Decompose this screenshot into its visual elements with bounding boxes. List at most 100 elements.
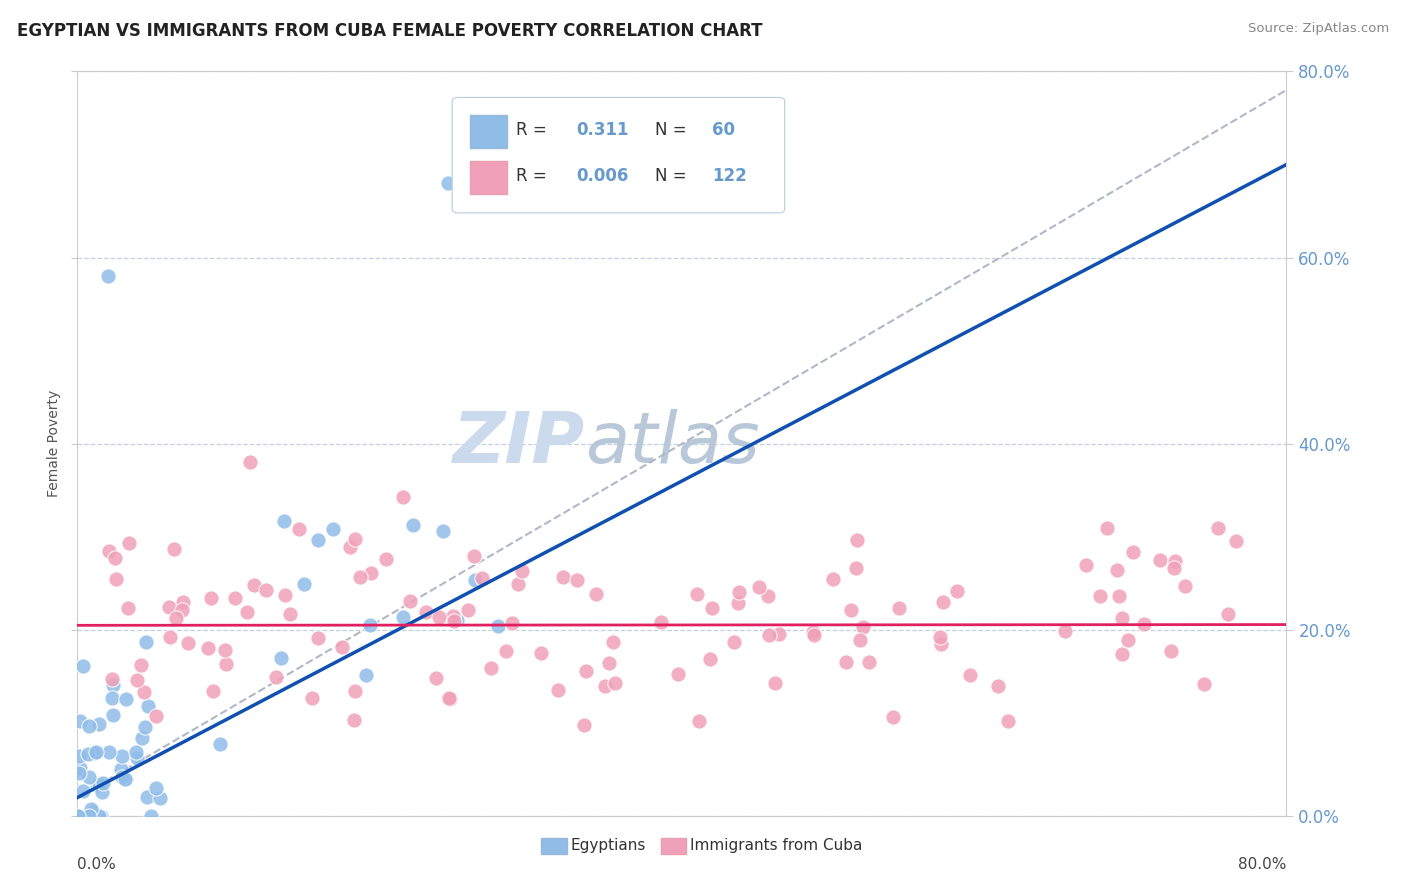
Point [593, 679, 616, 693]
Point [215, 657, 238, 671]
Point [510, 564, 533, 578]
Point [141, 809, 163, 823]
Point [360, 618, 382, 632]
Point [401, 518, 423, 533]
Text: Egyptians: Egyptians [571, 838, 647, 853]
Point [242, 577, 264, 591]
Point [330, 640, 353, 654]
Point [803, 628, 825, 642]
Point [702, 601, 724, 615]
Point [254, 583, 277, 598]
Text: Immigrants from Cuba: Immigrants from Cuba [690, 838, 863, 853]
Point [845, 560, 868, 574]
Text: 122: 122 [713, 168, 747, 186]
Point [104, 572, 127, 586]
Point [172, 594, 194, 608]
Point [270, 651, 292, 665]
Text: 60: 60 [713, 121, 735, 139]
Point [457, 603, 479, 617]
Point [1122, 545, 1144, 559]
Point [82, 805, 104, 819]
Point [748, 580, 770, 594]
Point [127, 673, 149, 687]
Text: 0.006: 0.006 [576, 168, 628, 186]
Point [835, 655, 858, 669]
Point [756, 589, 779, 603]
Point [339, 540, 361, 554]
Point [101, 707, 124, 722]
Point [131, 731, 153, 746]
Point [446, 613, 468, 627]
Point [997, 714, 1019, 728]
Point [727, 596, 749, 610]
Point [115, 691, 138, 706]
Point [1174, 579, 1197, 593]
Point [1105, 563, 1128, 577]
Point [83, 747, 105, 761]
Point [501, 616, 523, 631]
Point [1090, 589, 1112, 603]
Point [572, 718, 595, 732]
Point [114, 772, 136, 786]
Point [432, 524, 454, 539]
Point [111, 749, 134, 764]
Point [77, 747, 100, 761]
Point [236, 605, 259, 619]
Point [87, 777, 110, 791]
Point [134, 685, 156, 699]
Point [127, 750, 149, 764]
Point [666, 666, 689, 681]
Point [1164, 553, 1187, 567]
Point [356, 668, 378, 682]
Point [110, 770, 132, 784]
Point [273, 514, 295, 528]
Point [264, 670, 287, 684]
Point [349, 570, 371, 584]
Point [471, 570, 494, 584]
Point [118, 536, 141, 550]
Point [239, 455, 262, 469]
Point [439, 692, 461, 706]
Point [67, 765, 90, 780]
Point [1163, 560, 1185, 574]
Text: EGYPTIAN VS IMMIGRANTS FROM CUBA FEMALE POVERTY CORRELATION CHART: EGYPTIAN VS IMMIGRANTS FROM CUBA FEMALE … [17, 22, 762, 40]
Point [87, 717, 110, 731]
Point [959, 668, 981, 682]
Point [79, 802, 101, 816]
Point [77, 809, 100, 823]
Point [87, 809, 110, 823]
Point [887, 601, 910, 615]
Point [685, 587, 707, 601]
Point [136, 699, 159, 714]
Point [436, 176, 458, 190]
Point [96, 269, 118, 284]
Point [86, 778, 108, 792]
Point [945, 584, 967, 599]
Point [464, 574, 486, 588]
Point [114, 772, 136, 787]
Point [69, 761, 91, 775]
Point [307, 533, 329, 547]
Point [1053, 624, 1076, 639]
Point [145, 780, 167, 795]
Text: R =: R = [516, 121, 547, 139]
Point [176, 635, 198, 649]
Point [852, 619, 875, 633]
Point [758, 627, 780, 641]
Point [763, 676, 786, 690]
Point [149, 790, 172, 805]
Point [437, 690, 460, 705]
Text: 0.311: 0.311 [576, 121, 630, 139]
Point [858, 655, 880, 669]
Point [929, 630, 952, 644]
Point [84, 746, 107, 760]
Point [768, 627, 790, 641]
Point [801, 625, 824, 640]
Point [841, 603, 863, 617]
Point [1160, 644, 1182, 658]
Point [553, 570, 575, 584]
Point [224, 591, 246, 606]
Point [214, 643, 236, 657]
Point [425, 671, 447, 685]
Point [274, 588, 297, 602]
